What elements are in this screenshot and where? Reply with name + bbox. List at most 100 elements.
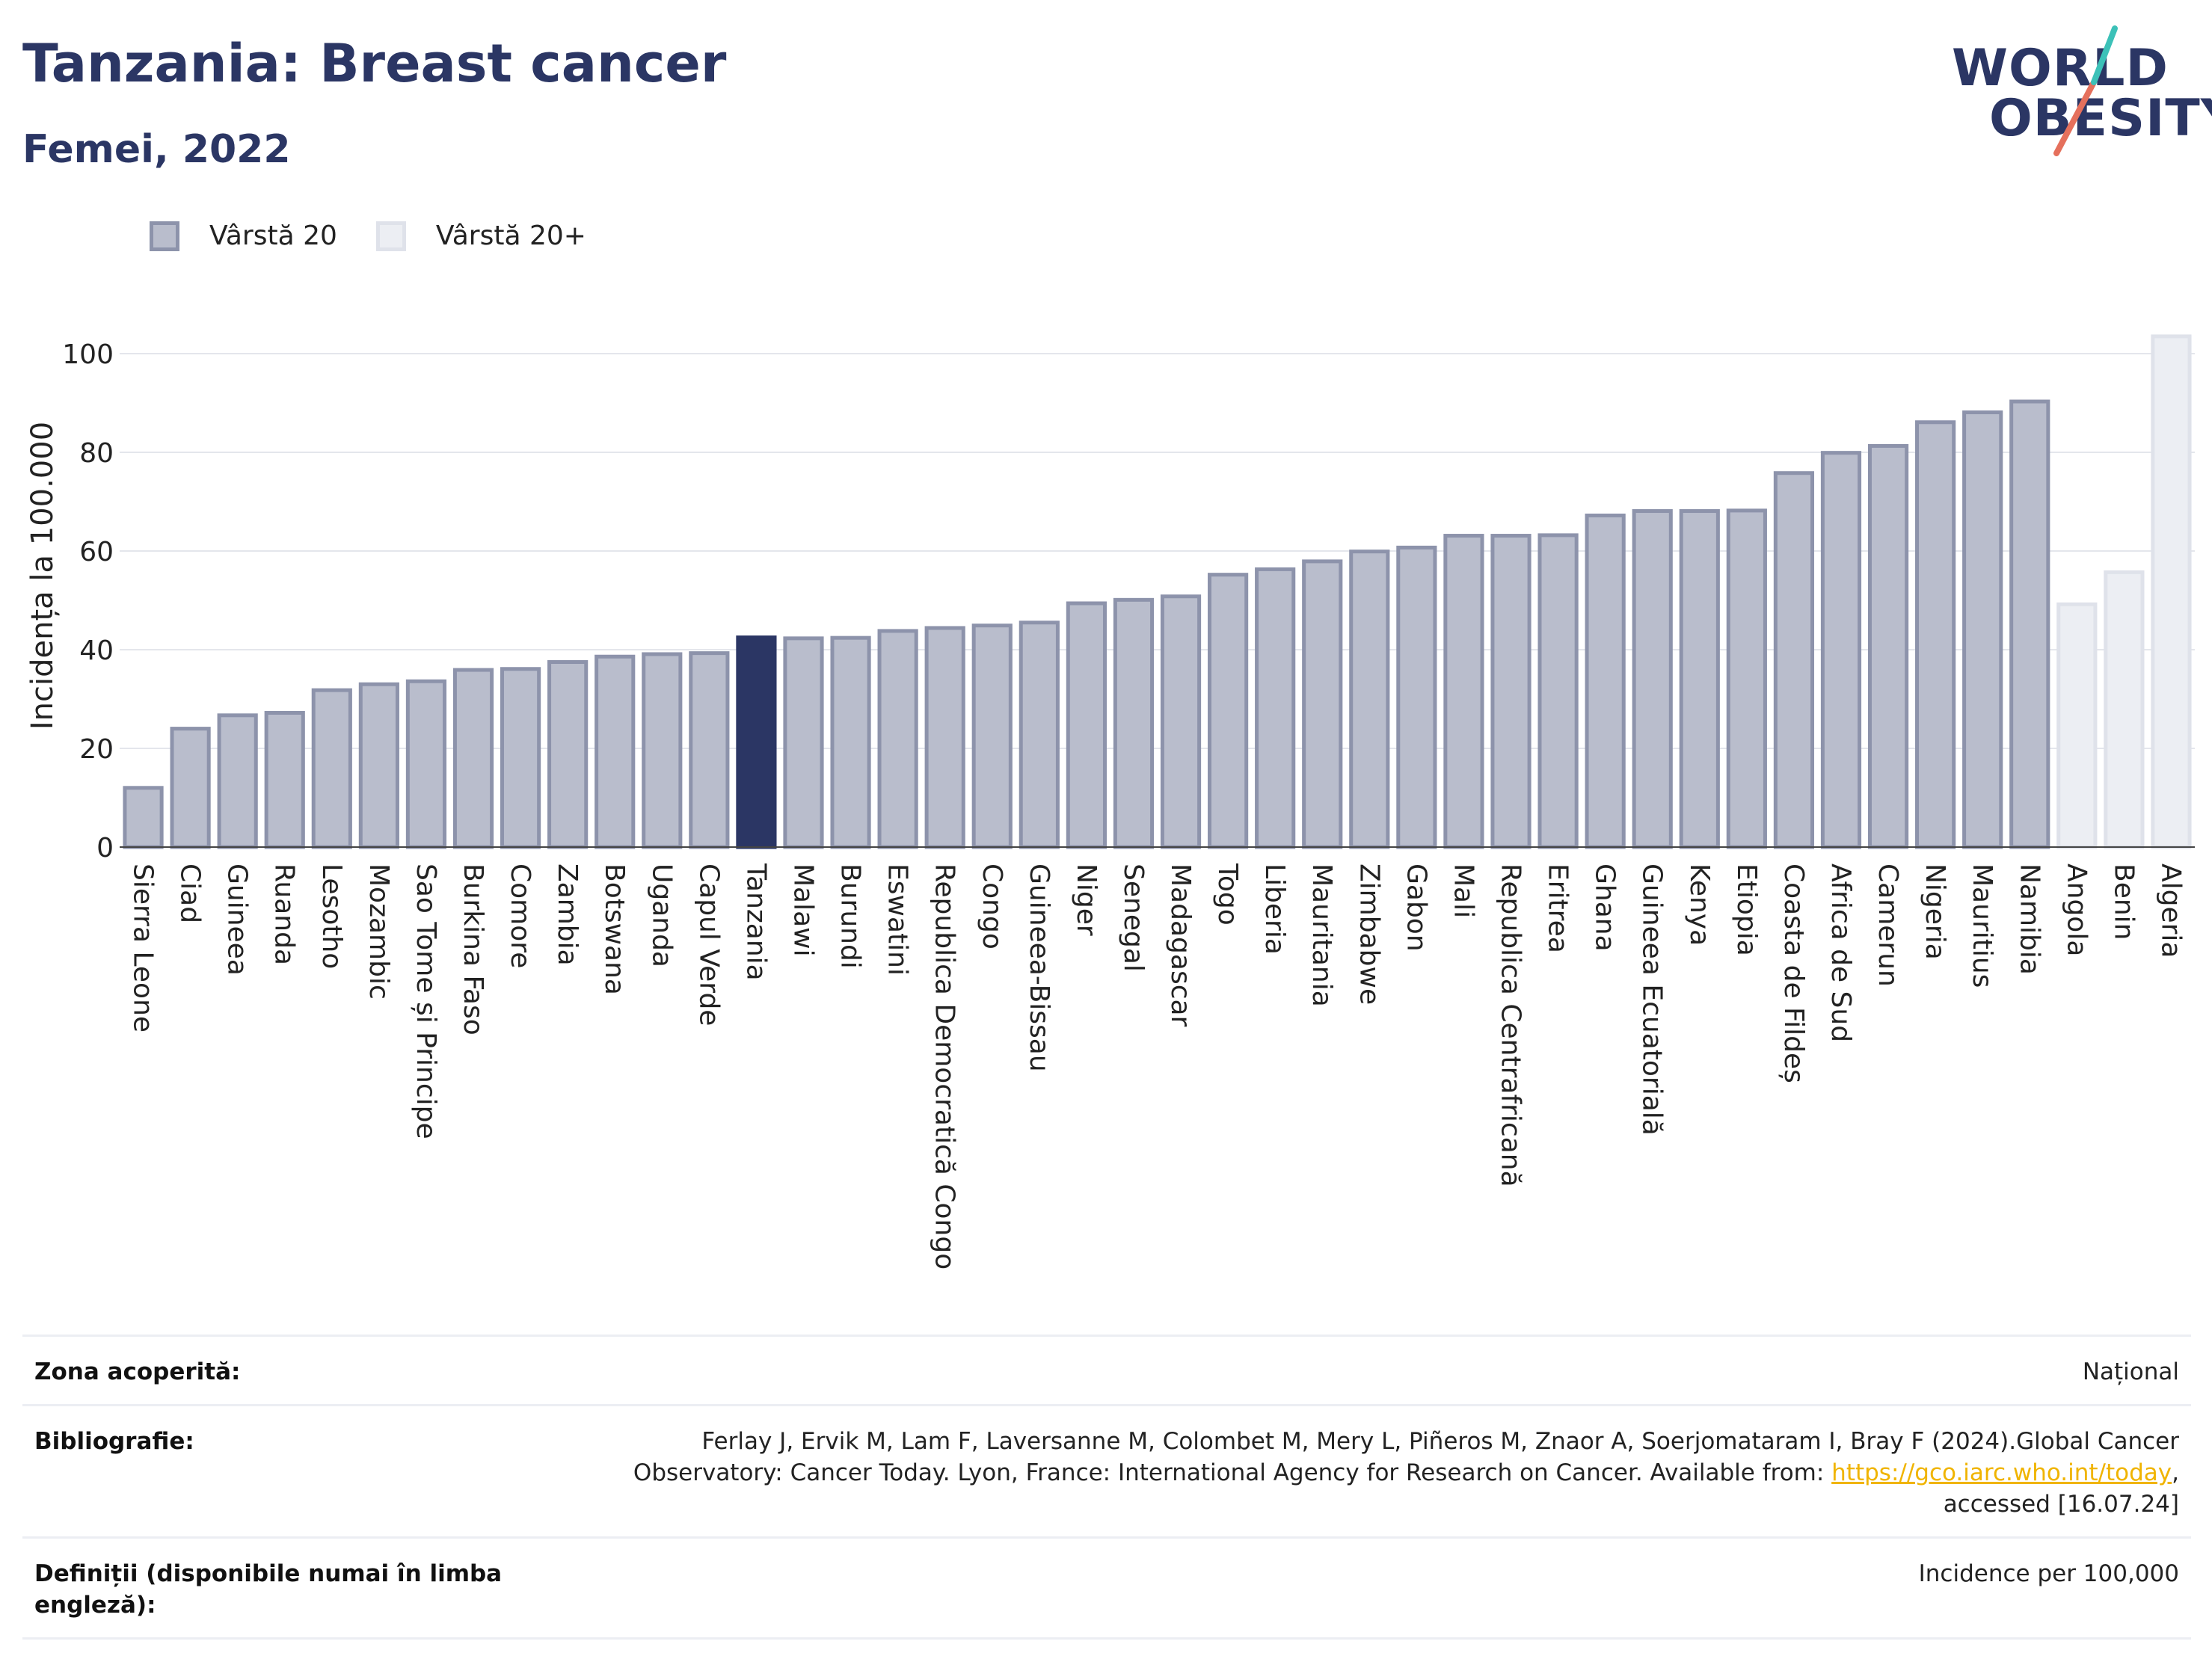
logo-word-world: WORLD	[1952, 39, 2169, 98]
bar	[924, 626, 965, 849]
bar	[1962, 410, 2003, 849]
x-tick-label: Africa de Sud	[1825, 864, 1856, 1042]
x-tick-label: Benin	[2108, 864, 2139, 940]
x-tick-label: Eritrea	[1543, 864, 1573, 953]
legend-item-age-20-plus[interactable]: Vârstă 20+	[375, 221, 586, 251]
bar	[2104, 570, 2145, 849]
x-tick-label: Mauritius	[1967, 864, 1997, 988]
x-tick-label: Sao Tome și Principe	[411, 864, 441, 1139]
world-obesity-logo: WORLD OBESITY	[1944, 22, 2212, 164]
x-tick-label: Mozambic	[363, 864, 394, 1000]
x-tick-label: Sierra Leone	[128, 864, 159, 1032]
bar	[264, 710, 305, 849]
y-axis-label: Incidența la 100.000	[25, 422, 60, 730]
bibliography-label: Bibliografie:	[34, 1428, 194, 1455]
definitions-label: Definiții (disponibile numai în limba en…	[34, 1560, 503, 1619]
footer-row-coverage: Zona acoperită: Național	[22, 1335, 2191, 1404]
bar	[1726, 508, 1767, 849]
x-tick-label: Liberia	[1259, 864, 1290, 955]
x-tick-label: Nigeria	[1920, 864, 1950, 960]
x-tick-label: Congo	[977, 864, 1007, 949]
y-tick-label: 60	[79, 537, 114, 567]
bar	[689, 651, 730, 849]
bibliography-value: Ferlay J, Ervik M, Lam F, Laversanne M, …	[571, 1426, 2179, 1520]
bar	[1915, 420, 1956, 849]
bar	[1867, 443, 1909, 849]
bibliography-accessed: , accessed [16.07.24]	[1943, 1459, 2179, 1518]
x-tick-label: Namibia	[2014, 864, 2044, 975]
x-tick-label: Botswana	[599, 864, 630, 995]
bar	[1160, 594, 1202, 849]
legend: Vârstă 20 Vârstă 20+	[150, 221, 625, 251]
logo-word-obesity: OBESITY	[1989, 89, 2212, 148]
bar	[1585, 513, 1626, 849]
x-tick-label: Guineea Ecuatorială	[1637, 864, 1668, 1136]
bar	[452, 668, 494, 849]
bar	[358, 682, 399, 849]
bar	[311, 688, 352, 849]
x-tick-label: Guineea-Bissau	[1024, 864, 1054, 1072]
bar	[2056, 602, 2098, 849]
x-tick-label: Zambia	[552, 864, 583, 966]
chart-subtitle: Femei, 2022	[22, 127, 291, 172]
footer-table: Zona acoperită: Național Bibliografie: F…	[22, 1335, 2191, 1640]
bar	[500, 667, 541, 849]
bar	[2009, 399, 2050, 849]
bar	[1443, 534, 1484, 849]
bar	[170, 727, 211, 849]
x-tick-label: Gabon	[1401, 864, 1431, 952]
legend-label-age-20: Vârstă 20	[209, 221, 337, 251]
bar	[1773, 471, 1815, 849]
legend-swatch-age-20	[150, 221, 179, 251]
x-tick-label: Senegal	[1118, 864, 1149, 972]
x-tick-label: Republica Centrafricană	[1496, 864, 1526, 1187]
footer-row-bibliography: Bibliografie: Ferlay J, Ervik M, Lam F, …	[22, 1404, 2191, 1536]
bar	[1632, 509, 1673, 849]
x-tick-label: Lesotho	[316, 864, 347, 969]
bar	[1537, 533, 1579, 849]
x-tick-label: Malawi	[787, 864, 818, 957]
bar	[1208, 573, 1249, 849]
bar	[1349, 550, 1390, 849]
x-tick-label: Ciad	[175, 864, 206, 923]
bar	[642, 652, 683, 849]
bar	[1490, 534, 1531, 849]
x-tick-label: Capul Verde	[693, 864, 724, 1026]
bar	[1255, 567, 1296, 849]
x-tick-label: Guineea	[222, 864, 253, 976]
x-tick-label: Mauritania	[1306, 864, 1337, 1007]
x-tick-label: Algeria	[2155, 864, 2186, 958]
x-tick-label: Kenya	[1684, 864, 1715, 946]
bar	[1113, 597, 1155, 849]
bar	[1679, 509, 1720, 849]
bar	[1820, 451, 1862, 849]
x-tick-label: Burkina Faso	[458, 864, 488, 1035]
bar	[783, 636, 824, 849]
x-tick-label: Angola	[2061, 864, 2092, 956]
bar	[1396, 545, 1437, 849]
x-tick-label: Republica Democratică Congo	[930, 864, 960, 1269]
x-tick-label: Coasta de Fildeș	[1778, 864, 1809, 1083]
x-tick-label: Uganda	[646, 864, 677, 967]
x-tick-label: Burundi	[835, 864, 866, 969]
y-tick-label: 0	[96, 833, 114, 864]
bar	[595, 654, 636, 849]
coverage-value: Național	[2082, 1358, 2179, 1385]
y-tick-label: 80	[79, 438, 114, 469]
x-tick-label: Comore	[505, 864, 535, 968]
bar	[405, 679, 447, 849]
bar	[830, 635, 871, 849]
x-tick-label: Mali	[1448, 864, 1478, 918]
logo-slash-icon	[2053, 25, 2118, 156]
x-tick-label: Etiopia	[1731, 864, 1762, 956]
x-tick-label: Zimbabwe	[1354, 864, 1384, 1005]
y-tick-label: 40	[79, 635, 114, 666]
legend-swatch-age-20-plus	[375, 221, 406, 251]
legend-item-age-20[interactable]: Vârstă 20	[150, 221, 337, 251]
bar	[123, 786, 164, 849]
coverage-label: Zona acoperită:	[34, 1358, 241, 1385]
x-tick-label: Niger	[1071, 864, 1102, 936]
bar	[217, 713, 258, 849]
bibliography-link[interactable]: https://gco.iarc.who.int/today	[1831, 1459, 2172, 1486]
x-tick-label: Tanzania	[740, 863, 771, 981]
